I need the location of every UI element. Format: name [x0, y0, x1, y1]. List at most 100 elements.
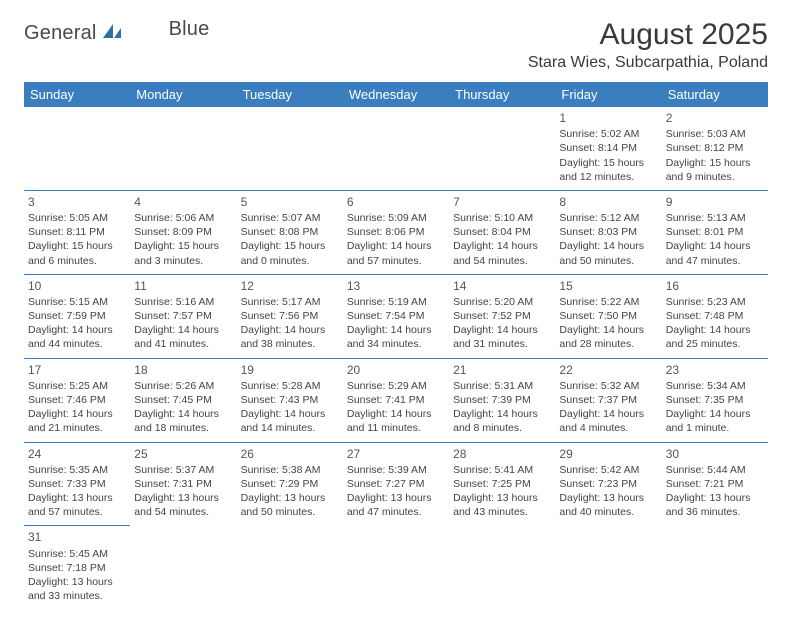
day-number: 6 — [347, 194, 445, 210]
daylight-text: Daylight: 13 hours and 54 minutes. — [134, 491, 232, 519]
sunrise-text: Sunrise: 5:12 AM — [559, 211, 657, 225]
daylight-text: Daylight: 13 hours and 43 minutes. — [453, 491, 551, 519]
daylight-text: Daylight: 14 hours and 8 minutes. — [453, 407, 551, 435]
daylight-text: Daylight: 13 hours and 40 minutes. — [559, 491, 657, 519]
sunset-text: Sunset: 7:50 PM — [559, 309, 657, 323]
daylight-text: Daylight: 14 hours and 47 minutes. — [666, 239, 764, 267]
sunrise-text: Sunrise: 5:25 AM — [28, 379, 126, 393]
sunset-text: Sunset: 7:43 PM — [241, 393, 339, 407]
sunset-text: Sunset: 7:21 PM — [666, 477, 764, 491]
calendar-cell — [130, 107, 236, 190]
sunrise-text: Sunrise: 5:16 AM — [134, 295, 232, 309]
sunrise-text: Sunrise: 5:03 AM — [666, 127, 764, 141]
daylight-text: Daylight: 14 hours and 21 minutes. — [28, 407, 126, 435]
calendar-cell: 6Sunrise: 5:09 AMSunset: 8:06 PMDaylight… — [343, 190, 449, 274]
calendar-cell: 10Sunrise: 5:15 AMSunset: 7:59 PMDayligh… — [24, 274, 130, 358]
day-number: 20 — [347, 362, 445, 378]
daylight-text: Daylight: 15 hours and 0 minutes. — [241, 239, 339, 267]
sunset-text: Sunset: 8:01 PM — [666, 225, 764, 239]
calendar-cell: 19Sunrise: 5:28 AMSunset: 7:43 PMDayligh… — [237, 358, 343, 442]
daylight-text: Daylight: 14 hours and 1 minute. — [666, 407, 764, 435]
calendar-table: Sunday Monday Tuesday Wednesday Thursday… — [24, 82, 768, 609]
day-number: 18 — [134, 362, 232, 378]
daylight-text: Daylight: 14 hours and 11 minutes. — [347, 407, 445, 435]
day-number: 17 — [28, 362, 126, 378]
sunrise-text: Sunrise: 5:34 AM — [666, 379, 764, 393]
sunset-text: Sunset: 8:08 PM — [241, 225, 339, 239]
sunset-text: Sunset: 7:41 PM — [347, 393, 445, 407]
day-number: 27 — [347, 446, 445, 462]
sunrise-text: Sunrise: 5:22 AM — [559, 295, 657, 309]
sunset-text: Sunset: 7:56 PM — [241, 309, 339, 323]
sunset-text: Sunset: 7:48 PM — [666, 309, 764, 323]
calendar-cell: 25Sunrise: 5:37 AMSunset: 7:31 PMDayligh… — [130, 442, 236, 526]
calendar-cell: 30Sunrise: 5:44 AMSunset: 7:21 PMDayligh… — [662, 442, 768, 526]
calendar-cell: 7Sunrise: 5:10 AMSunset: 8:04 PMDaylight… — [449, 190, 555, 274]
calendar-row: 10Sunrise: 5:15 AMSunset: 7:59 PMDayligh… — [24, 274, 768, 358]
calendar-cell: 5Sunrise: 5:07 AMSunset: 8:08 PMDaylight… — [237, 190, 343, 274]
calendar-cell: 8Sunrise: 5:12 AMSunset: 8:03 PMDaylight… — [555, 190, 661, 274]
sunset-text: Sunset: 7:27 PM — [347, 477, 445, 491]
daylight-text: Daylight: 14 hours and 44 minutes. — [28, 323, 126, 351]
calendar-cell: 12Sunrise: 5:17 AMSunset: 7:56 PMDayligh… — [237, 274, 343, 358]
sunset-text: Sunset: 7:59 PM — [28, 309, 126, 323]
calendar-cell — [449, 107, 555, 190]
day-number: 28 — [453, 446, 551, 462]
sunset-text: Sunset: 8:12 PM — [666, 141, 764, 155]
sunrise-text: Sunrise: 5:29 AM — [347, 379, 445, 393]
calendar-cell: 17Sunrise: 5:25 AMSunset: 7:46 PMDayligh… — [24, 358, 130, 442]
daylight-text: Daylight: 14 hours and 18 minutes. — [134, 407, 232, 435]
sunset-text: Sunset: 7:35 PM — [666, 393, 764, 407]
sunrise-text: Sunrise: 5:19 AM — [347, 295, 445, 309]
sunrise-text: Sunrise: 5:41 AM — [453, 463, 551, 477]
daylight-text: Daylight: 14 hours and 50 minutes. — [559, 239, 657, 267]
calendar-cell — [343, 107, 449, 190]
calendar-cell — [343, 526, 449, 609]
sunset-text: Sunset: 7:23 PM — [559, 477, 657, 491]
daylight-text: Daylight: 14 hours and 25 minutes. — [666, 323, 764, 351]
day-number: 4 — [134, 194, 232, 210]
calendar-cell: 14Sunrise: 5:20 AMSunset: 7:52 PMDayligh… — [449, 274, 555, 358]
sunset-text: Sunset: 8:11 PM — [28, 225, 126, 239]
day-number: 25 — [134, 446, 232, 462]
daylight-text: Daylight: 15 hours and 3 minutes. — [134, 239, 232, 267]
day-header: Thursday — [449, 82, 555, 107]
calendar-cell: 16Sunrise: 5:23 AMSunset: 7:48 PMDayligh… — [662, 274, 768, 358]
daylight-text: Daylight: 13 hours and 36 minutes. — [666, 491, 764, 519]
calendar-cell — [555, 526, 661, 609]
sunrise-text: Sunrise: 5:37 AM — [134, 463, 232, 477]
daylight-text: Daylight: 13 hours and 47 minutes. — [347, 491, 445, 519]
sunset-text: Sunset: 7:29 PM — [241, 477, 339, 491]
title-block: August 2025 Stara Wies, Subcarpathia, Po… — [528, 18, 768, 72]
sunset-text: Sunset: 8:09 PM — [134, 225, 232, 239]
day-number: 14 — [453, 278, 551, 294]
calendar-cell — [449, 526, 555, 609]
day-number: 11 — [134, 278, 232, 294]
calendar-cell: 11Sunrise: 5:16 AMSunset: 7:57 PMDayligh… — [130, 274, 236, 358]
day-header: Sunday — [24, 82, 130, 107]
calendar-cell: 29Sunrise: 5:42 AMSunset: 7:23 PMDayligh… — [555, 442, 661, 526]
sunrise-text: Sunrise: 5:35 AM — [28, 463, 126, 477]
day-header: Monday — [130, 82, 236, 107]
calendar-cell: 26Sunrise: 5:38 AMSunset: 7:29 PMDayligh… — [237, 442, 343, 526]
day-number: 23 — [666, 362, 764, 378]
daylight-text: Daylight: 15 hours and 12 minutes. — [559, 156, 657, 184]
sunrise-text: Sunrise: 5:20 AM — [453, 295, 551, 309]
location-text: Stara Wies, Subcarpathia, Poland — [528, 54, 768, 72]
sunrise-text: Sunrise: 5:06 AM — [134, 211, 232, 225]
day-number: 10 — [28, 278, 126, 294]
calendar-cell — [24, 107, 130, 190]
sunset-text: Sunset: 8:06 PM — [347, 225, 445, 239]
daylight-text: Daylight: 14 hours and 14 minutes. — [241, 407, 339, 435]
sunset-text: Sunset: 7:33 PM — [28, 477, 126, 491]
daylight-text: Daylight: 14 hours and 34 minutes. — [347, 323, 445, 351]
sunrise-text: Sunrise: 5:45 AM — [28, 547, 126, 561]
sunrise-text: Sunrise: 5:13 AM — [666, 211, 764, 225]
day-header: Friday — [555, 82, 661, 107]
calendar-cell — [130, 526, 236, 609]
header: General Blue August 2025 Stara Wies, Sub… — [24, 18, 768, 72]
day-number: 31 — [28, 529, 126, 545]
logo-sail-icon — [101, 22, 123, 45]
calendar-cell: 3Sunrise: 5:05 AMSunset: 8:11 PMDaylight… — [24, 190, 130, 274]
sunrise-text: Sunrise: 5:09 AM — [347, 211, 445, 225]
